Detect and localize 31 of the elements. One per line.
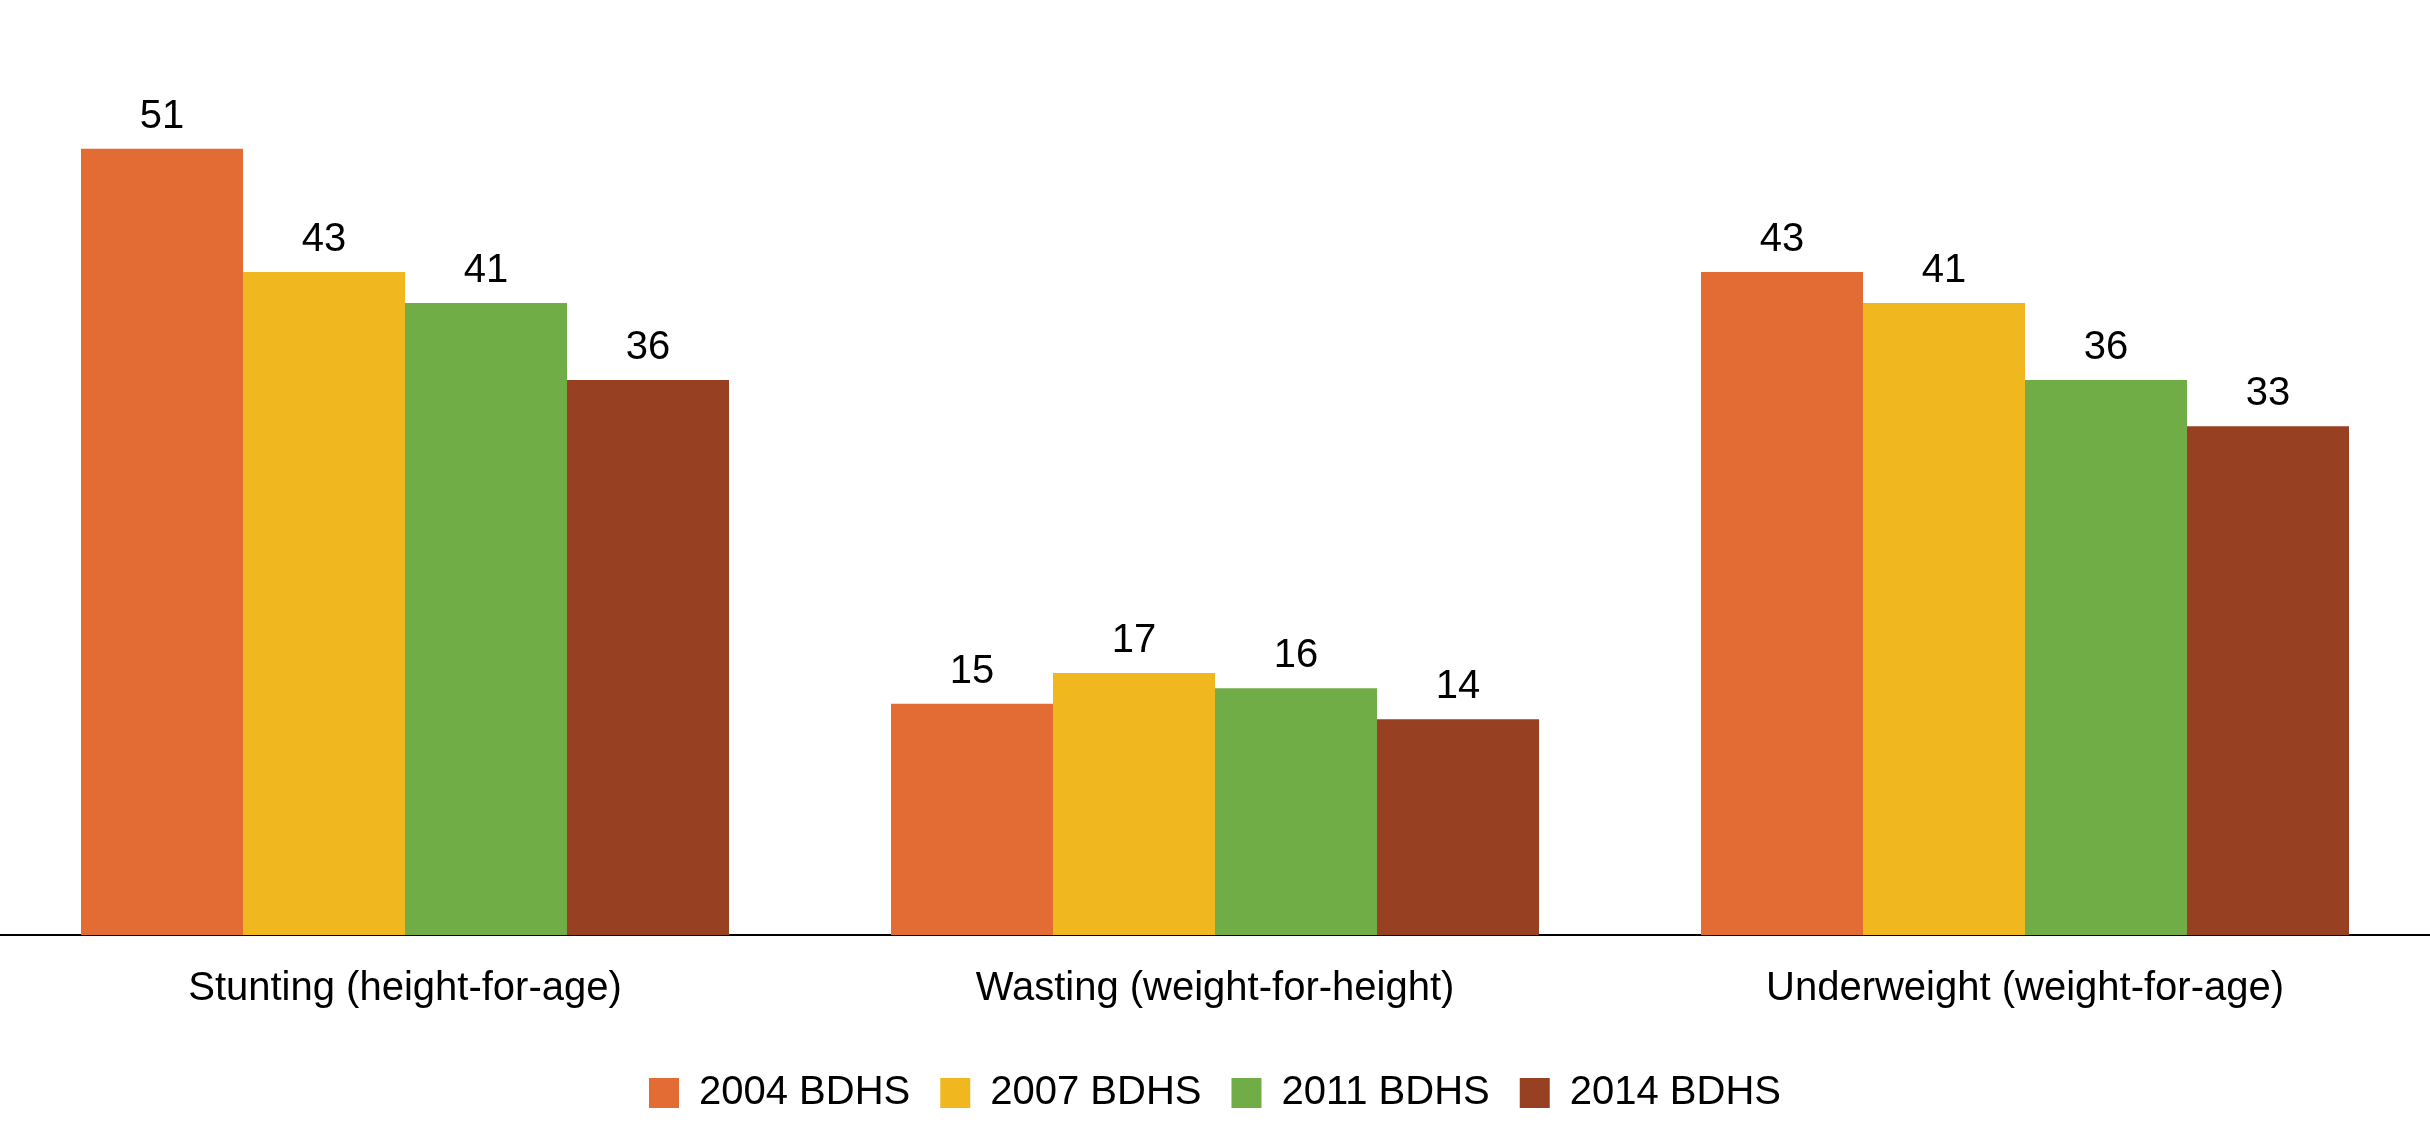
bar [1377, 719, 1539, 935]
bar [2025, 380, 2187, 935]
data-label: 51 [139, 91, 185, 136]
bar [405, 302, 567, 935]
x-tick-label: Underweight (weight-for-age) [1765, 964, 2285, 1009]
bar [1053, 672, 1215, 935]
bar [81, 148, 243, 935]
bar [2187, 426, 2349, 935]
legend-label: 2007 BDHS [990, 1068, 1202, 1113]
data-label: 43 [1759, 215, 1805, 260]
data-label: 41 [1921, 245, 1967, 290]
legend-label: 2011 BDHS [1281, 1068, 1490, 1113]
bar [567, 380, 729, 935]
data-label: 17 [1111, 615, 1157, 660]
data-label: 36 [625, 323, 671, 368]
x-tick-label: Wasting (weight-for-height) [975, 964, 1455, 1009]
data-label: 41 [463, 245, 509, 290]
legend-label: 2004 BDHS [699, 1068, 911, 1113]
bar [243, 272, 405, 935]
data-label: 15 [949, 646, 995, 691]
data-label: 33 [2245, 369, 2291, 414]
x-tick-label: Stunting (height-for-age) [188, 964, 622, 1009]
bar [1215, 688, 1377, 935]
bar [891, 703, 1053, 935]
bar [1701, 272, 1863, 935]
data-label: 36 [2083, 323, 2129, 368]
bar [1863, 302, 2025, 935]
data-label: 14 [1435, 662, 1481, 707]
data-label: 16 [1273, 631, 1319, 676]
data-label: 43 [301, 215, 347, 260]
legend-label: 2014 BDHS [1569, 1068, 1781, 1113]
